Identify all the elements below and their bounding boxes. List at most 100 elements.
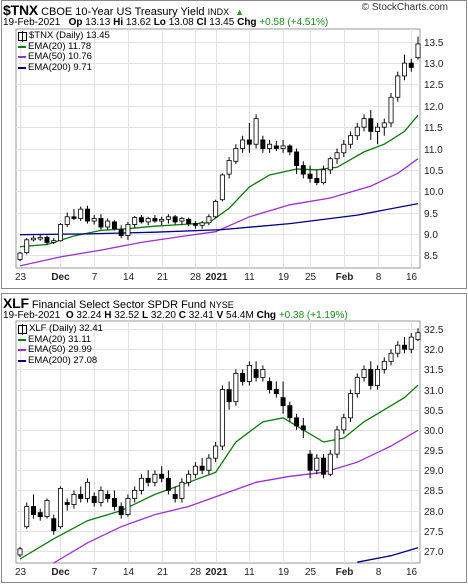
- candle: [361, 365, 367, 382]
- candle: [98, 486, 104, 507]
- ema20-swatch-icon: [18, 45, 26, 48]
- y-tick-label: 10.0: [424, 187, 444, 198]
- candle: [199, 458, 205, 475]
- candle-body-down: [111, 221, 117, 230]
- candle: [57, 486, 63, 529]
- candle: [246, 122, 252, 153]
- candle: [179, 216, 185, 225]
- low-value: 32.20: [150, 310, 176, 321]
- candle: [307, 450, 313, 479]
- y-tick-label: 11.0: [424, 145, 443, 156]
- candle-body-up: [64, 216, 70, 225]
- xlf-chart-panel: XLF Financial Select Sector SPDR Fund NY…: [0, 293, 468, 583]
- x-tick-label: 8: [376, 272, 382, 283]
- candle-body-down: [307, 173, 313, 179]
- x-tick-label: Feb: [336, 567, 354, 578]
- candle-body-up: [105, 220, 111, 228]
- candle-body-up: [186, 473, 192, 483]
- chart-legend: XLF (Daily) 32.41 EMA(20) 31.11 EMA(50) …: [18, 323, 103, 366]
- candle: [246, 361, 252, 386]
- candle-body-up: [91, 218, 97, 222]
- ema50-swatch-icon: [18, 56, 26, 59]
- legend-ema20: EMA(20) 11.78: [18, 41, 110, 53]
- legend-price: XLF (Daily) 32.41: [18, 323, 103, 335]
- candle-body-up: [334, 429, 340, 455]
- candle-body-down: [118, 229, 124, 236]
- x-tick-label: 25: [305, 272, 317, 283]
- x-tick-label: 2021: [205, 272, 228, 283]
- candle-body-down: [44, 236, 50, 243]
- candle-body-down: [51, 518, 57, 532]
- candle: [314, 454, 320, 475]
- candle: [165, 214, 171, 224]
- candle: [402, 337, 407, 354]
- candle-body-down: [240, 373, 246, 382]
- candle: [78, 486, 84, 503]
- candle: [98, 214, 104, 230]
- candle-body-down: [307, 453, 313, 471]
- legend-ema50: EMA(50) 10.76: [18, 51, 110, 63]
- candle-body-up: [145, 218, 151, 223]
- close-value: 13.45: [209, 17, 235, 28]
- candle-body-down: [273, 389, 279, 394]
- candle-body-up: [233, 148, 239, 162]
- x-tick-label: 19: [278, 567, 290, 578]
- candle: [354, 373, 360, 398]
- ema-line-ema200: [19, 202, 419, 236]
- candle-body-down: [368, 369, 374, 386]
- candle-body-down: [280, 397, 286, 407]
- candle: [361, 114, 367, 132]
- candle: [118, 502, 124, 519]
- candle-body-up: [132, 217, 138, 225]
- security-name: Financial Select Sector SPDR Fund: [31, 299, 207, 311]
- x-tick-label: 23: [15, 567, 27, 578]
- candle-body-up: [375, 369, 381, 386]
- candle-body-up: [267, 143, 273, 149]
- y-tick-label: 30.0: [424, 426, 444, 437]
- candle-body-down: [186, 218, 192, 225]
- candle-body-up: [253, 118, 259, 145]
- candle: [260, 135, 266, 153]
- change-label: Chg: [256, 310, 277, 321]
- y-tick-label: 27.0: [424, 547, 444, 558]
- y-tick-label: 8.5: [424, 251, 438, 262]
- candle-body-up: [354, 126, 360, 137]
- candle: [300, 417, 306, 438]
- candle: [226, 157, 232, 179]
- candle-body-up: [206, 216, 212, 224]
- y-tick-label: 32.0: [424, 345, 444, 356]
- candle: [125, 221, 131, 240]
- y-tick-label: 31.5: [424, 365, 444, 376]
- candle-body-up: [240, 139, 246, 149]
- candle-body-up: [192, 465, 198, 475]
- legend-ema20: EMA(20) 31.11: [18, 334, 103, 346]
- candle-body-up: [348, 135, 354, 145]
- candle-body-down: [172, 216, 178, 223]
- ema-line-ema20: [19, 384, 419, 560]
- candle: [395, 341, 401, 358]
- candle: [226, 381, 232, 410]
- candle-body-down: [408, 62, 414, 68]
- candle-body-up: [327, 453, 333, 475]
- ticker-symbol: XLF: [3, 295, 29, 311]
- change-value: +0.38 (+1.19%): [278, 310, 348, 321]
- candle: [334, 425, 340, 459]
- candle-body-up: [381, 360, 387, 370]
- candle-body-up: [159, 218, 165, 222]
- open-label: O: [65, 310, 74, 321]
- candle: [138, 215, 144, 224]
- candle-body-up: [44, 500, 50, 518]
- candle-body-up: [179, 218, 185, 222]
- candle-body-down: [159, 473, 165, 479]
- candle: [159, 216, 165, 226]
- low-value: 13.08: [168, 17, 194, 28]
- candle-legend-icon: [18, 323, 27, 335]
- candle-body-up: [24, 239, 30, 254]
- candle-body-up: [98, 489, 104, 503]
- candle: [172, 486, 178, 503]
- candle-body-up: [341, 417, 347, 431]
- x-tick-label: 8: [376, 567, 382, 578]
- candle: [395, 71, 401, 102]
- candle: [64, 498, 70, 511]
